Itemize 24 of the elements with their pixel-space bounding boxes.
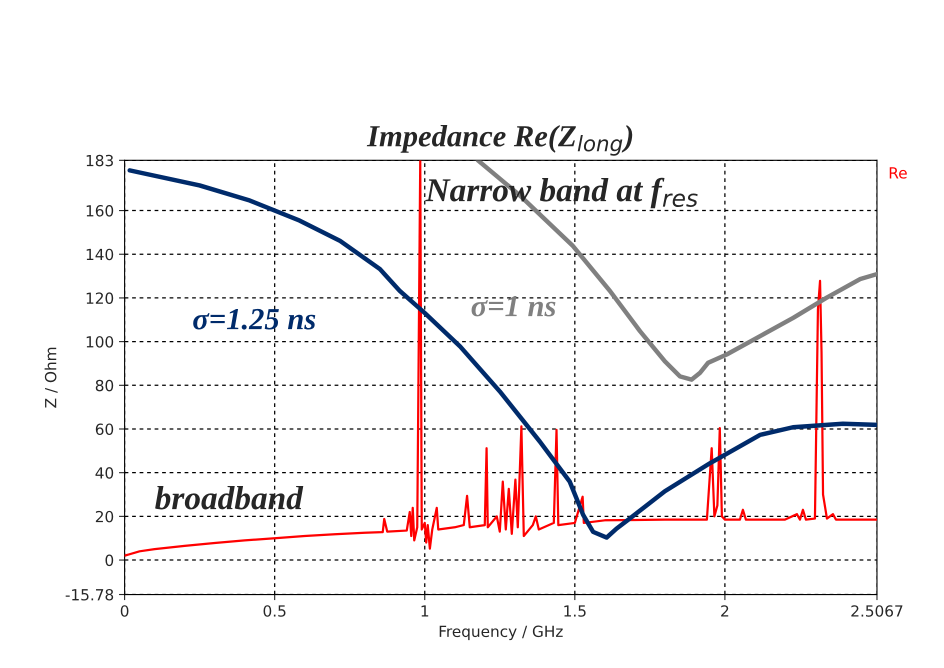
y-tick-label: 183 (86, 154, 113, 166)
y-tick-label: 80 (96, 380, 114, 392)
x-axis-title: Frequency / GHz (440, 626, 563, 640)
x-tick-label: 0 (120, 605, 128, 617)
y-tick-label: 20 (96, 510, 114, 522)
y-tick-label: 160 (86, 205, 114, 217)
y-axis-title: Z / Ohm (44, 348, 58, 408)
y-tick-label: 120 (86, 292, 114, 304)
y-tick-label: 0 (105, 554, 114, 566)
chart-title: Impedance Re(Z$_{long}$) (366, 125, 632, 156)
y-tick-label: 100 (86, 336, 114, 348)
x-tick-label: 2.5067 (851, 605, 902, 617)
x-tick-label: 0.5 (264, 605, 286, 617)
annotation: broadband (155, 486, 304, 510)
x-tick-label: 1 (422, 605, 428, 617)
series-label: σ=1 ns (472, 296, 556, 316)
y-tick-label: 60 (96, 423, 114, 436)
text: σ=1.25 ns (193, 308, 316, 330)
y-tick-label: 40 (96, 467, 114, 479)
x-tick-label: 1.5 (564, 605, 586, 617)
y-tick-label: 140 (86, 248, 114, 260)
y-tick-label: -15.78 (66, 588, 114, 601)
x-tick-label: 2 (721, 605, 728, 617)
text: Re (890, 167, 907, 179)
